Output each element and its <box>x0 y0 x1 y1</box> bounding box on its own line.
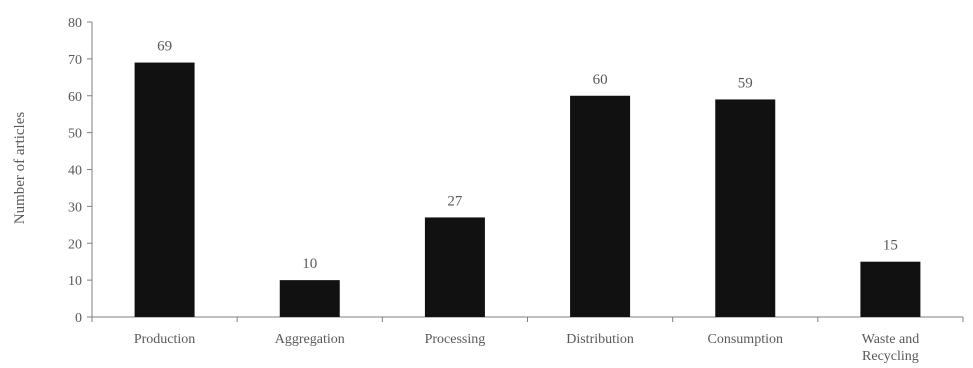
data-label: 69 <box>157 39 172 55</box>
x-category-label-line: Aggregation <box>275 332 345 347</box>
y-tick-label: 10 <box>68 274 82 289</box>
x-category-label: Production <box>134 332 195 347</box>
y-tick-label: 30 <box>68 200 82 215</box>
y-axis: 0 10 20 30 40 50 60 70 80 <box>68 16 93 326</box>
y-tick-label: 80 <box>68 16 82 31</box>
y-tick-label: 60 <box>68 90 82 105</box>
x-category-label: Distribution <box>566 332 634 347</box>
x-category-label: Consumption <box>708 332 783 347</box>
data-label: 60 <box>593 72 608 88</box>
bar <box>424 217 485 317</box>
bar <box>134 62 195 317</box>
x-category-label-line: Distribution <box>566 332 634 347</box>
y-axis-title: Number of articles <box>12 112 28 225</box>
x-category-label: Aggregation <box>275 332 345 347</box>
x-category-label-line: Waste and <box>862 332 920 347</box>
y-tick-label: 50 <box>68 127 82 142</box>
x-category-label-line: Processing <box>425 332 486 347</box>
x-axis: Production Aggregation Processing Distribut… <box>91 316 964 364</box>
x-category-label-line: Consumption <box>708 332 783 347</box>
bar <box>715 99 776 317</box>
x-category-label-line: Recycling <box>862 349 919 364</box>
bar <box>860 261 921 317</box>
y-tick-label: 70 <box>68 53 82 68</box>
data-label: 10 <box>302 256 317 272</box>
bar <box>279 280 340 317</box>
data-label: 15 <box>883 238 898 254</box>
x-category-label: Waste and Recycling <box>862 332 920 364</box>
x-category-label: Processing <box>425 332 486 347</box>
bar <box>570 95 631 317</box>
bars: 69 10 27 60 59 15 <box>134 39 921 317</box>
data-label: 27 <box>447 193 463 209</box>
y-tick-label: 40 <box>68 164 82 179</box>
y-tick-label: 20 <box>68 237 82 252</box>
y-tick-label: 0 <box>75 311 82 326</box>
data-label: 59 <box>738 75 753 91</box>
x-category-label-line: Production <box>134 332 195 347</box>
